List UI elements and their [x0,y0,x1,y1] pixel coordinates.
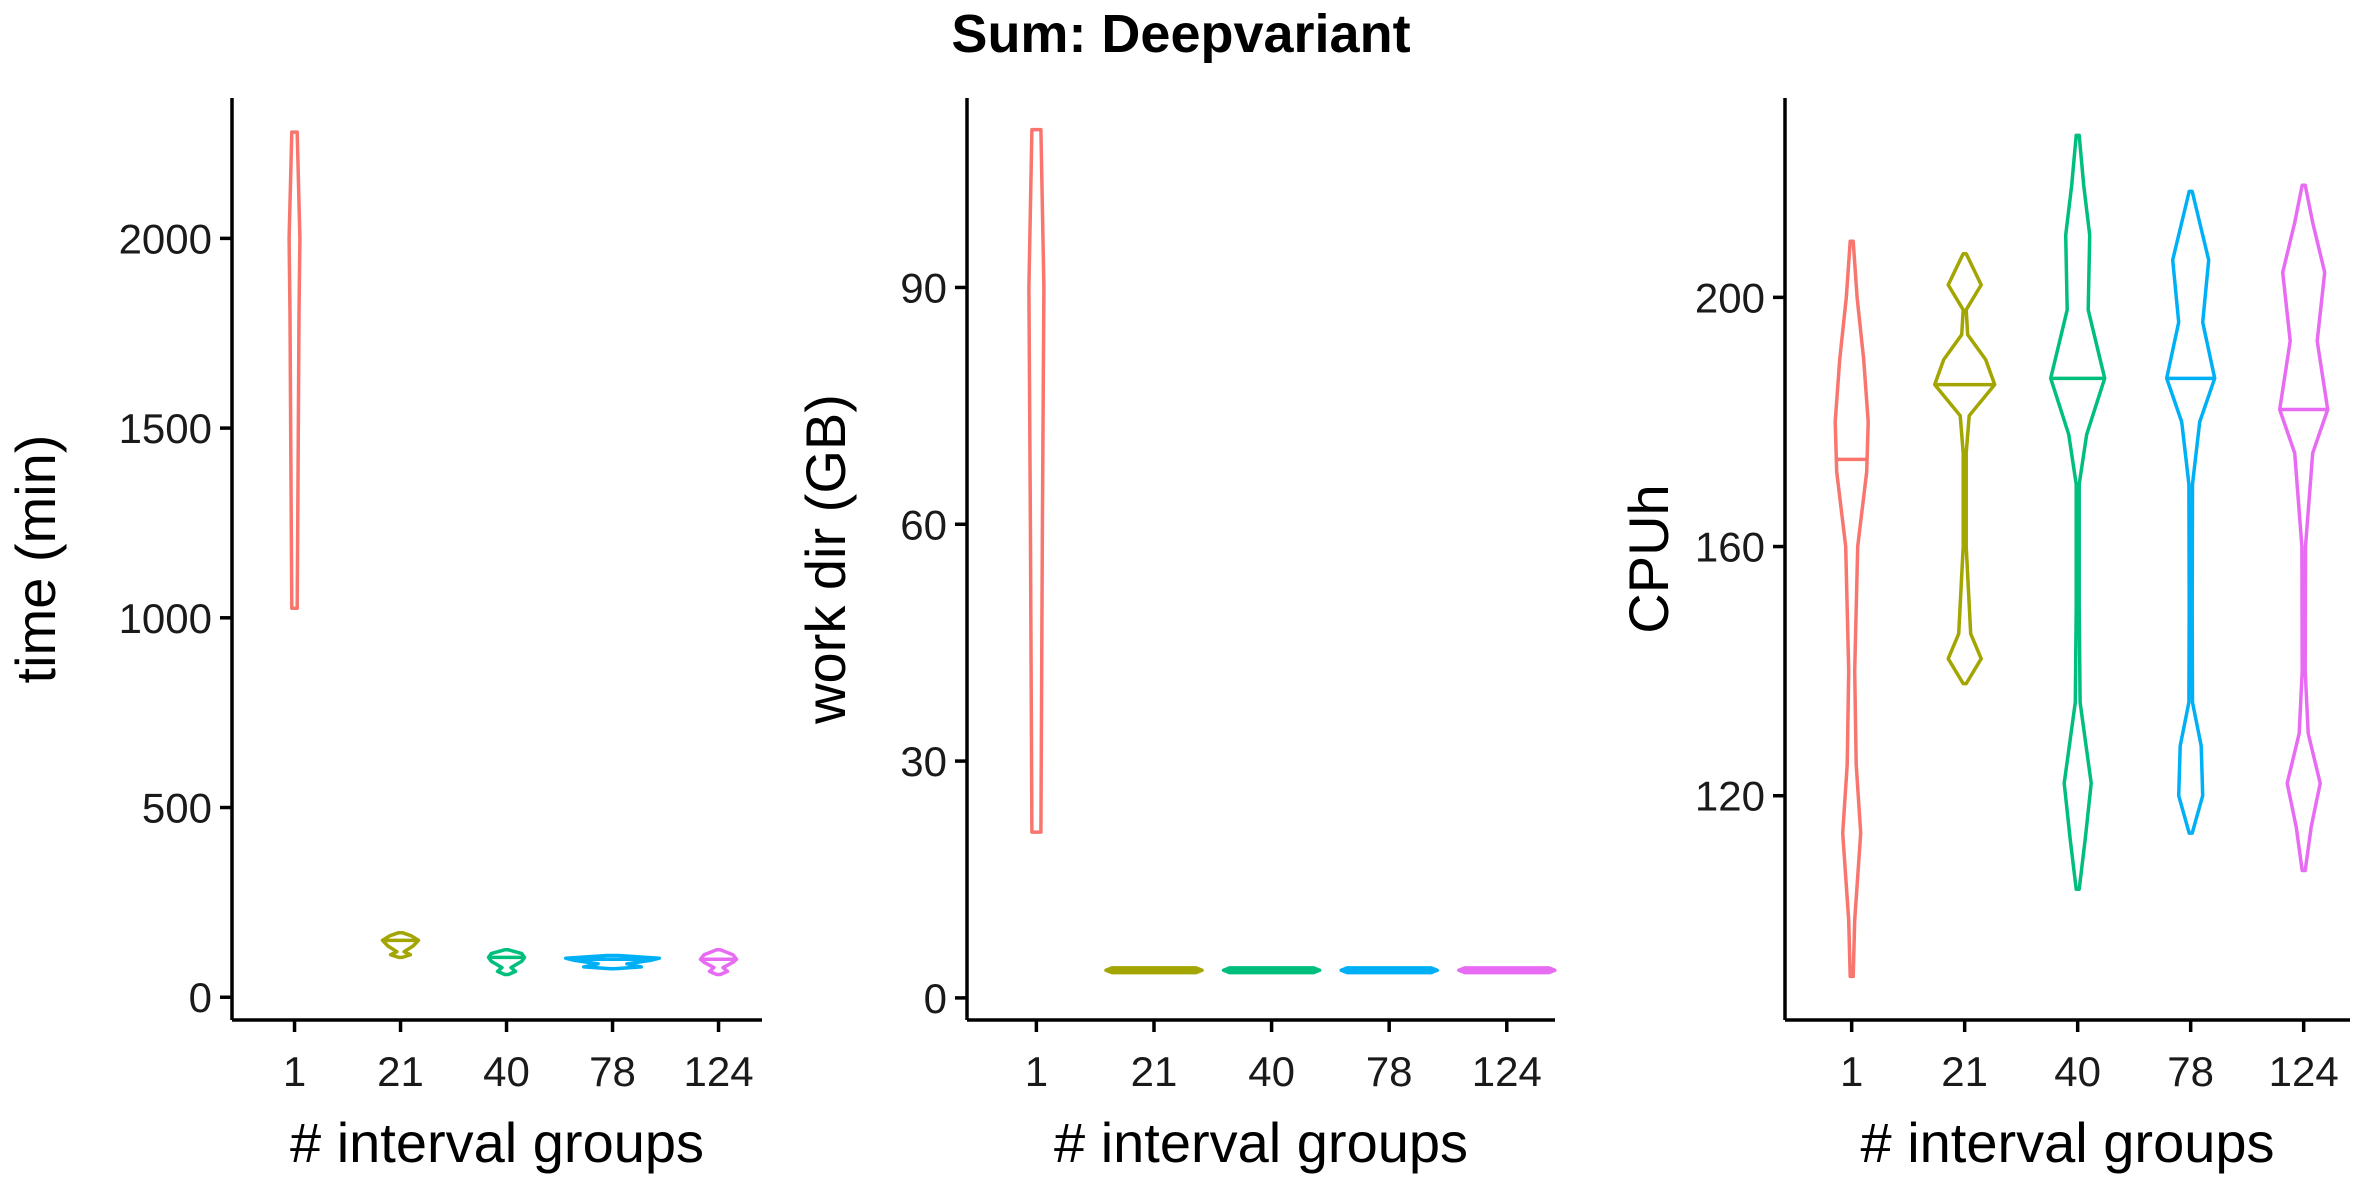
violin-workdir-1 [1027,127,1046,834]
y-tick-label: 160 [1695,524,1765,571]
y-tick-label: 500 [142,785,212,832]
panel-cpuh: 120 160 200 1 21 40 78 124 # interval groups CPUh [1617,98,2350,1174]
violin-time-21 [380,930,421,960]
violin-time-40 [486,948,527,977]
y-tick-label: 0 [924,975,947,1022]
violin-workdir-21 [1104,966,1204,975]
violin-workdir-78 [1339,966,1439,975]
x-axis-title: # interval groups [1054,1111,1468,1174]
violin-time-78 [563,953,662,971]
x-tick-label: 40 [2054,1048,2101,1095]
y-tick-label: 1000 [119,595,212,642]
x-tick-label: 124 [1472,1048,1542,1095]
violin-cpuh-1 [1833,239,1870,979]
x-tick-label: 1 [1025,1048,1048,1095]
violin-workdir-124 [1457,966,1557,975]
x-tick-label: 78 [589,1048,636,1095]
chart-title: Sum: Deepvariant [951,4,1410,64]
y-axis-title: work dir (GB) [794,394,857,725]
y-tick-label: 2000 [119,215,212,262]
x-tick-label: 78 [2167,1048,2214,1095]
violin-workdir-40 [1221,966,1322,975]
violin-cpuh-124 [2277,183,2330,873]
x-tick-label: 1 [1840,1048,1863,1095]
x-axis-title: # interval groups [290,1111,704,1174]
panel-workdir: 0 30 60 90 1 21 40 78 124# interval groups work d… [794,98,1557,1174]
x-tick-label: 40 [1248,1048,1295,1095]
violin-time-1 [287,130,302,611]
x-tick-label: 1 [283,1048,306,1095]
y-tick-label: 0 [189,974,212,1021]
violin-cpuh-78 [2164,189,2217,835]
violin-cpuh-21 [1932,251,1997,686]
x-axis-title: # interval groups [1860,1111,2274,1174]
y-tick-label: 90 [900,264,947,311]
violin-cpuh-40 [2048,133,2107,891]
x-tick-label: 124 [684,1048,754,1095]
x-tick-label: 40 [483,1048,530,1095]
x-tick-label: 78 [1366,1048,1413,1095]
x-tick-label: 124 [2269,1048,2339,1095]
x-tick-label: 21 [1941,1048,1988,1095]
y-axis-title: time (min) [4,435,67,684]
x-tick-label: 21 [1131,1048,1178,1095]
y-tick-label: 60 [900,501,947,548]
x-tick-label: 21 [377,1048,424,1095]
y-tick-label: 120 [1695,773,1765,820]
y-axis-title: CPUh [1617,484,1680,633]
y-tick-label: 30 [900,738,947,785]
y-tick-label: 200 [1695,274,1765,321]
panel-time: 0 500 1000 1500 2000 1 21 40 78 124 # interval gro… [4,98,762,1174]
y-tick-label: 1500 [119,405,212,452]
violin-time-124 [698,948,739,977]
